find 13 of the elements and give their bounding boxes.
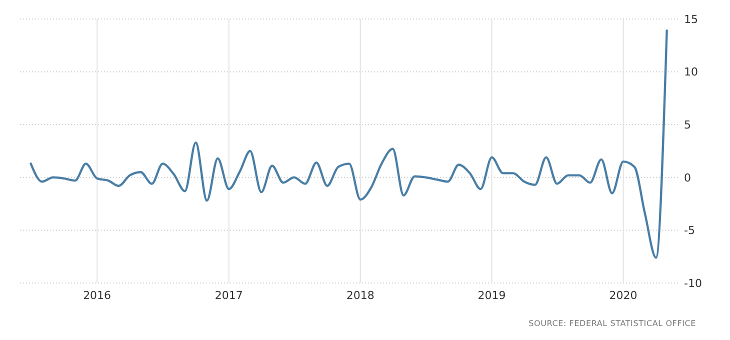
x-tick-label: 2016 <box>83 289 112 302</box>
y-tick-label: -10 <box>684 276 702 290</box>
x-tick-label: 2018 <box>346 289 374 302</box>
source-note: SOURCE: FEDERAL STATISTICAL OFFICE <box>528 319 696 328</box>
x-tick-label: 2017 <box>214 289 243 302</box>
y-tick-label: -5 <box>684 224 695 238</box>
y-tick-label: 10 <box>684 66 698 79</box>
x-tick-label: 2019 <box>478 289 506 302</box>
y-tick-label: 5 <box>684 118 691 132</box>
y-tick-label: 0 <box>684 171 691 184</box>
line-series <box>30 30 668 259</box>
x-tick-label: 2020 <box>609 289 638 302</box>
y-tick-label: 15 <box>684 12 698 26</box>
